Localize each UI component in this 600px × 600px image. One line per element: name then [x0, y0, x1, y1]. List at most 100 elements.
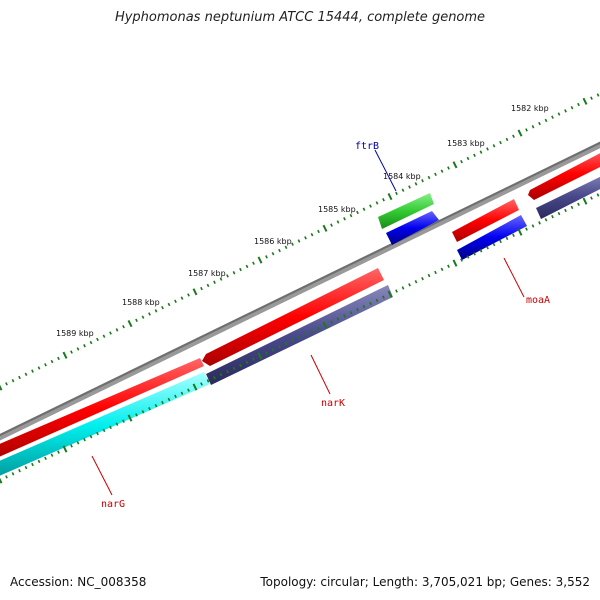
minor-tick	[37, 366, 41, 370]
minor-tick	[473, 252, 476, 256]
minor-tick	[291, 338, 294, 343]
minor-tick	[505, 236, 509, 241]
minor-tick	[219, 372, 223, 377]
map-title: Hyphomonas neptunium ATCC 15444, complet…	[114, 10, 486, 25]
minor-tick	[427, 273, 431, 278]
minor-tick	[174, 394, 177, 399]
minor-tick	[317, 229, 320, 234]
minor-tick	[206, 283, 210, 288]
minor-tick	[421, 276, 424, 281]
minor-tick	[11, 378, 15, 383]
minor-tick	[343, 314, 346, 318]
minor-tick	[141, 410, 145, 414]
minor-tick	[304, 236, 307, 240]
minor-tick	[271, 348, 275, 352]
minor-tick	[200, 286, 203, 291]
minor-tick	[531, 125, 535, 129]
minor-tick	[434, 172, 437, 177]
leader-narG	[91, 455, 113, 496]
minor-tick	[512, 134, 515, 138]
minor-tick	[265, 255, 268, 259]
major-tick	[257, 352, 263, 360]
minor-tick	[37, 459, 41, 464]
minor-tick	[336, 220, 340, 224]
minor-tick	[343, 217, 346, 221]
major-tick	[582, 97, 588, 105]
cds-forward-moaA	[452, 199, 519, 242]
minor-tick	[180, 391, 184, 395]
minor-tick	[141, 315, 145, 319]
minor-tick	[330, 320, 333, 324]
major-tick	[62, 351, 68, 359]
kbp-label-1589: 1589 kbp	[56, 329, 94, 338]
minor-tick	[206, 379, 210, 383]
cds-forward-large	[0, 358, 204, 457]
kbp-label-1586: 1586 kbp	[254, 237, 292, 246]
minor-tick	[577, 202, 580, 206]
feature-blue-ftrB	[386, 211, 439, 245]
major-tick	[322, 224, 328, 232]
minor-tick	[505, 137, 509, 142]
major-tick	[0, 477, 3, 484]
minor-tick	[401, 188, 405, 192]
leader-ftrB	[374, 149, 397, 192]
minor-tick	[492, 144, 496, 148]
minor-tick	[570, 205, 574, 210]
minor-tick	[102, 428, 106, 433]
minor-tick	[148, 407, 151, 411]
minor-tick	[297, 335, 301, 340]
inner-tick-ruler	[0, 193, 600, 484]
minor-tick	[161, 400, 164, 405]
minor-tick	[5, 382, 8, 386]
minor-tick	[187, 293, 190, 297]
minor-tick	[167, 397, 171, 402]
minor-tick	[590, 196, 593, 200]
minor-tick	[154, 309, 158, 313]
minor-tick	[115, 328, 119, 332]
major-tick	[257, 256, 263, 264]
major-tick	[322, 321, 328, 329]
minor-tick	[596, 93, 600, 97]
minor-tick	[460, 258, 463, 262]
minor-tick	[330, 223, 333, 227]
minor-tick	[219, 277, 223, 281]
minor-tick	[304, 332, 307, 337]
minor-tick	[460, 159, 463, 164]
minor-tick	[291, 242, 294, 246]
minor-tick	[18, 469, 21, 473]
minor-tick	[31, 369, 34, 373]
major-tick	[127, 414, 133, 422]
minor-tick	[226, 369, 229, 374]
kbp-label-1585: 1585 kbp	[318, 205, 356, 214]
minor-tick	[375, 201, 379, 205]
minor-tick	[362, 207, 366, 211]
minor-tick	[44, 363, 47, 367]
minor-tick	[310, 329, 314, 334]
minor-tick	[284, 245, 288, 250]
minor-tick	[50, 453, 54, 457]
major-tick	[62, 445, 68, 453]
minor-tick	[200, 382, 203, 386]
minor-tick	[349, 213, 353, 218]
minor-tick	[174, 299, 177, 304]
minor-tick	[284, 341, 288, 346]
major-tick	[452, 259, 458, 267]
minor-tick	[70, 444, 73, 448]
minor-tick	[479, 150, 483, 154]
genome-summary-text: Topology: circular; Length: 3,705,021 bp…	[260, 575, 590, 589]
minor-tick	[356, 210, 359, 215]
minor-tick	[213, 376, 216, 380]
minor-tick	[590, 96, 593, 100]
minor-tick	[232, 366, 236, 371]
minor-tick	[226, 274, 229, 278]
minor-tick	[414, 182, 418, 186]
minor-tick	[232, 271, 236, 275]
kbp-label-1582: 1582 kbp	[511, 104, 549, 113]
major-tick	[387, 192, 393, 201]
minor-tick	[395, 191, 398, 196]
minor-tick	[382, 295, 385, 299]
major-tick	[517, 129, 523, 137]
minor-tick	[167, 302, 171, 307]
major-tick	[452, 161, 458, 169]
